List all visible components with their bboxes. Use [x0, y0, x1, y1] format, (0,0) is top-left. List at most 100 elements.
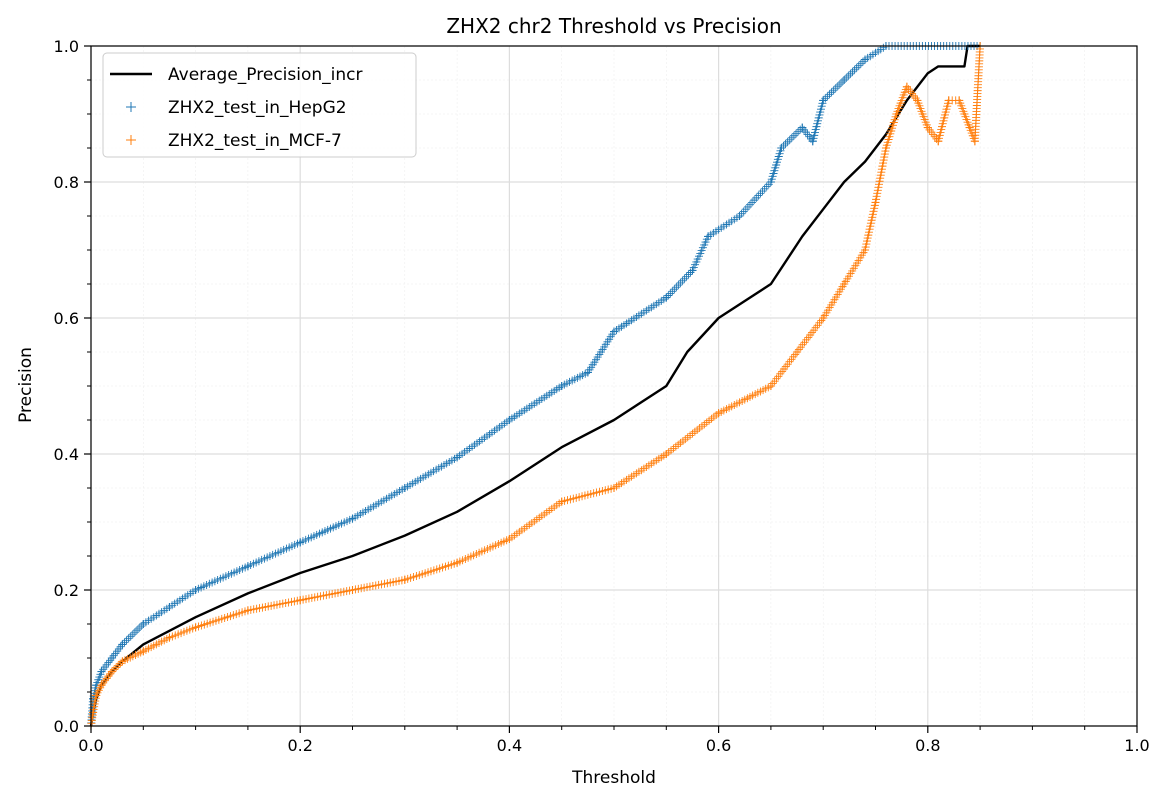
data-point-marker — [668, 287, 677, 296]
data-point-marker — [137, 622, 146, 631]
data-point-marker — [842, 73, 851, 82]
data-point — [191, 586, 200, 594]
data-point — [107, 667, 116, 676]
data-point-marker — [846, 69, 855, 78]
data-point-marker — [670, 285, 679, 294]
data-point-marker — [783, 137, 792, 146]
legend-label-mcf7: ZHX2_test_in_MCF-7 — [168, 131, 342, 151]
data-point-marker — [852, 63, 861, 72]
data-point — [165, 603, 174, 611]
x-tick-label: 0.6 — [706, 736, 731, 755]
data-point — [191, 623, 200, 632]
data-point-marker — [827, 88, 836, 97]
data-point-marker — [666, 289, 675, 298]
legend: Average_Precision_incr ZHX2_test_in_HepG… — [102, 52, 417, 158]
data-point-marker — [794, 127, 803, 136]
data-point-marker — [672, 283, 681, 292]
data-point — [505, 416, 514, 424]
data-point — [662, 293, 671, 302]
data-point-marker — [676, 278, 685, 287]
minor-grid — [91, 46, 1137, 726]
data-point — [704, 232, 713, 241]
data-point-marker — [120, 638, 129, 647]
data-point — [296, 596, 305, 605]
y-axis-title: Precision — [16, 347, 36, 423]
data-point-marker — [779, 141, 788, 150]
data-point — [819, 96, 828, 105]
y-tick-label: 0.2 — [54, 581, 79, 600]
data-point — [165, 633, 174, 642]
data-point-marker — [664, 291, 673, 300]
data-point — [913, 96, 922, 105]
x-tick-label: 1.0 — [1124, 736, 1149, 755]
data-point-marker — [680, 274, 689, 283]
data-point — [840, 76, 849, 84]
data-point — [808, 137, 817, 146]
data-point — [92, 691, 101, 700]
data-point-marker — [844, 71, 853, 80]
data-point — [296, 538, 305, 547]
data-point-marker — [133, 626, 142, 635]
data-point-marker — [682, 272, 691, 281]
data-point — [840, 280, 849, 288]
data-point-marker — [135, 624, 144, 633]
data-point-marker — [787, 133, 796, 142]
series-ZHX2_test_in_MCF-7 — [87, 42, 985, 730]
data-point — [118, 640, 127, 649]
data-point — [881, 144, 890, 152]
data-point-marker — [829, 86, 838, 95]
data-point-marker — [110, 665, 119, 674]
data-point — [923, 123, 932, 132]
data-point-marker — [114, 661, 123, 670]
data-point — [861, 246, 870, 254]
plot-series — [87, 42, 985, 730]
legend-box — [102, 52, 417, 158]
data-point — [348, 586, 357, 594]
data-point — [793, 348, 802, 356]
data-point-marker — [831, 84, 840, 93]
data-point — [766, 178, 775, 186]
data-point — [934, 137, 943, 146]
data-point — [400, 575, 409, 584]
data-point — [348, 514, 357, 523]
y-tick-label: 0.8 — [54, 173, 79, 192]
average-precision-line — [89, 44, 981, 727]
data-point-marker — [821, 94, 830, 103]
data-point-marker — [781, 139, 790, 148]
data-point-marker — [124, 634, 133, 643]
data-point — [243, 562, 252, 571]
data-point — [944, 96, 953, 105]
data-point — [861, 55, 870, 64]
data-point — [400, 484, 409, 492]
data-point — [107, 654, 116, 662]
data-point — [735, 212, 744, 220]
data-point-marker — [856, 59, 865, 68]
data-point — [902, 82, 911, 91]
series-Average_Precision_incr — [89, 44, 981, 727]
data-point-marker — [789, 131, 798, 140]
x-tick-label: 0.2 — [287, 736, 312, 755]
data-point-marker — [850, 65, 859, 74]
data-point-marker — [128, 630, 137, 639]
data-point — [819, 314, 828, 322]
y-tick-label: 0.0 — [54, 717, 79, 736]
data-point — [583, 368, 592, 377]
y-tick-label: 0.6 — [54, 309, 79, 328]
data-point-marker — [686, 268, 695, 277]
data-point — [688, 266, 697, 275]
data-point — [557, 497, 566, 506]
data-point — [892, 110, 901, 118]
data-point — [777, 144, 786, 152]
data-point — [505, 535, 514, 543]
data-point — [798, 123, 807, 132]
data-point-marker — [825, 90, 834, 99]
x-tick-label: 0.8 — [915, 736, 940, 755]
data-point — [766, 382, 775, 390]
data-point-marker — [838, 78, 847, 87]
legend-label-average: Average_Precision_incr — [168, 65, 363, 85]
axis-tick-labels: 0.0 0.2 0.4 0.6 0.8 1.0 0.0 0.2 0.4 0.6 0.8 1.0 — [54, 37, 1150, 755]
data-point-marker — [678, 276, 687, 285]
data-point — [610, 327, 618, 336]
